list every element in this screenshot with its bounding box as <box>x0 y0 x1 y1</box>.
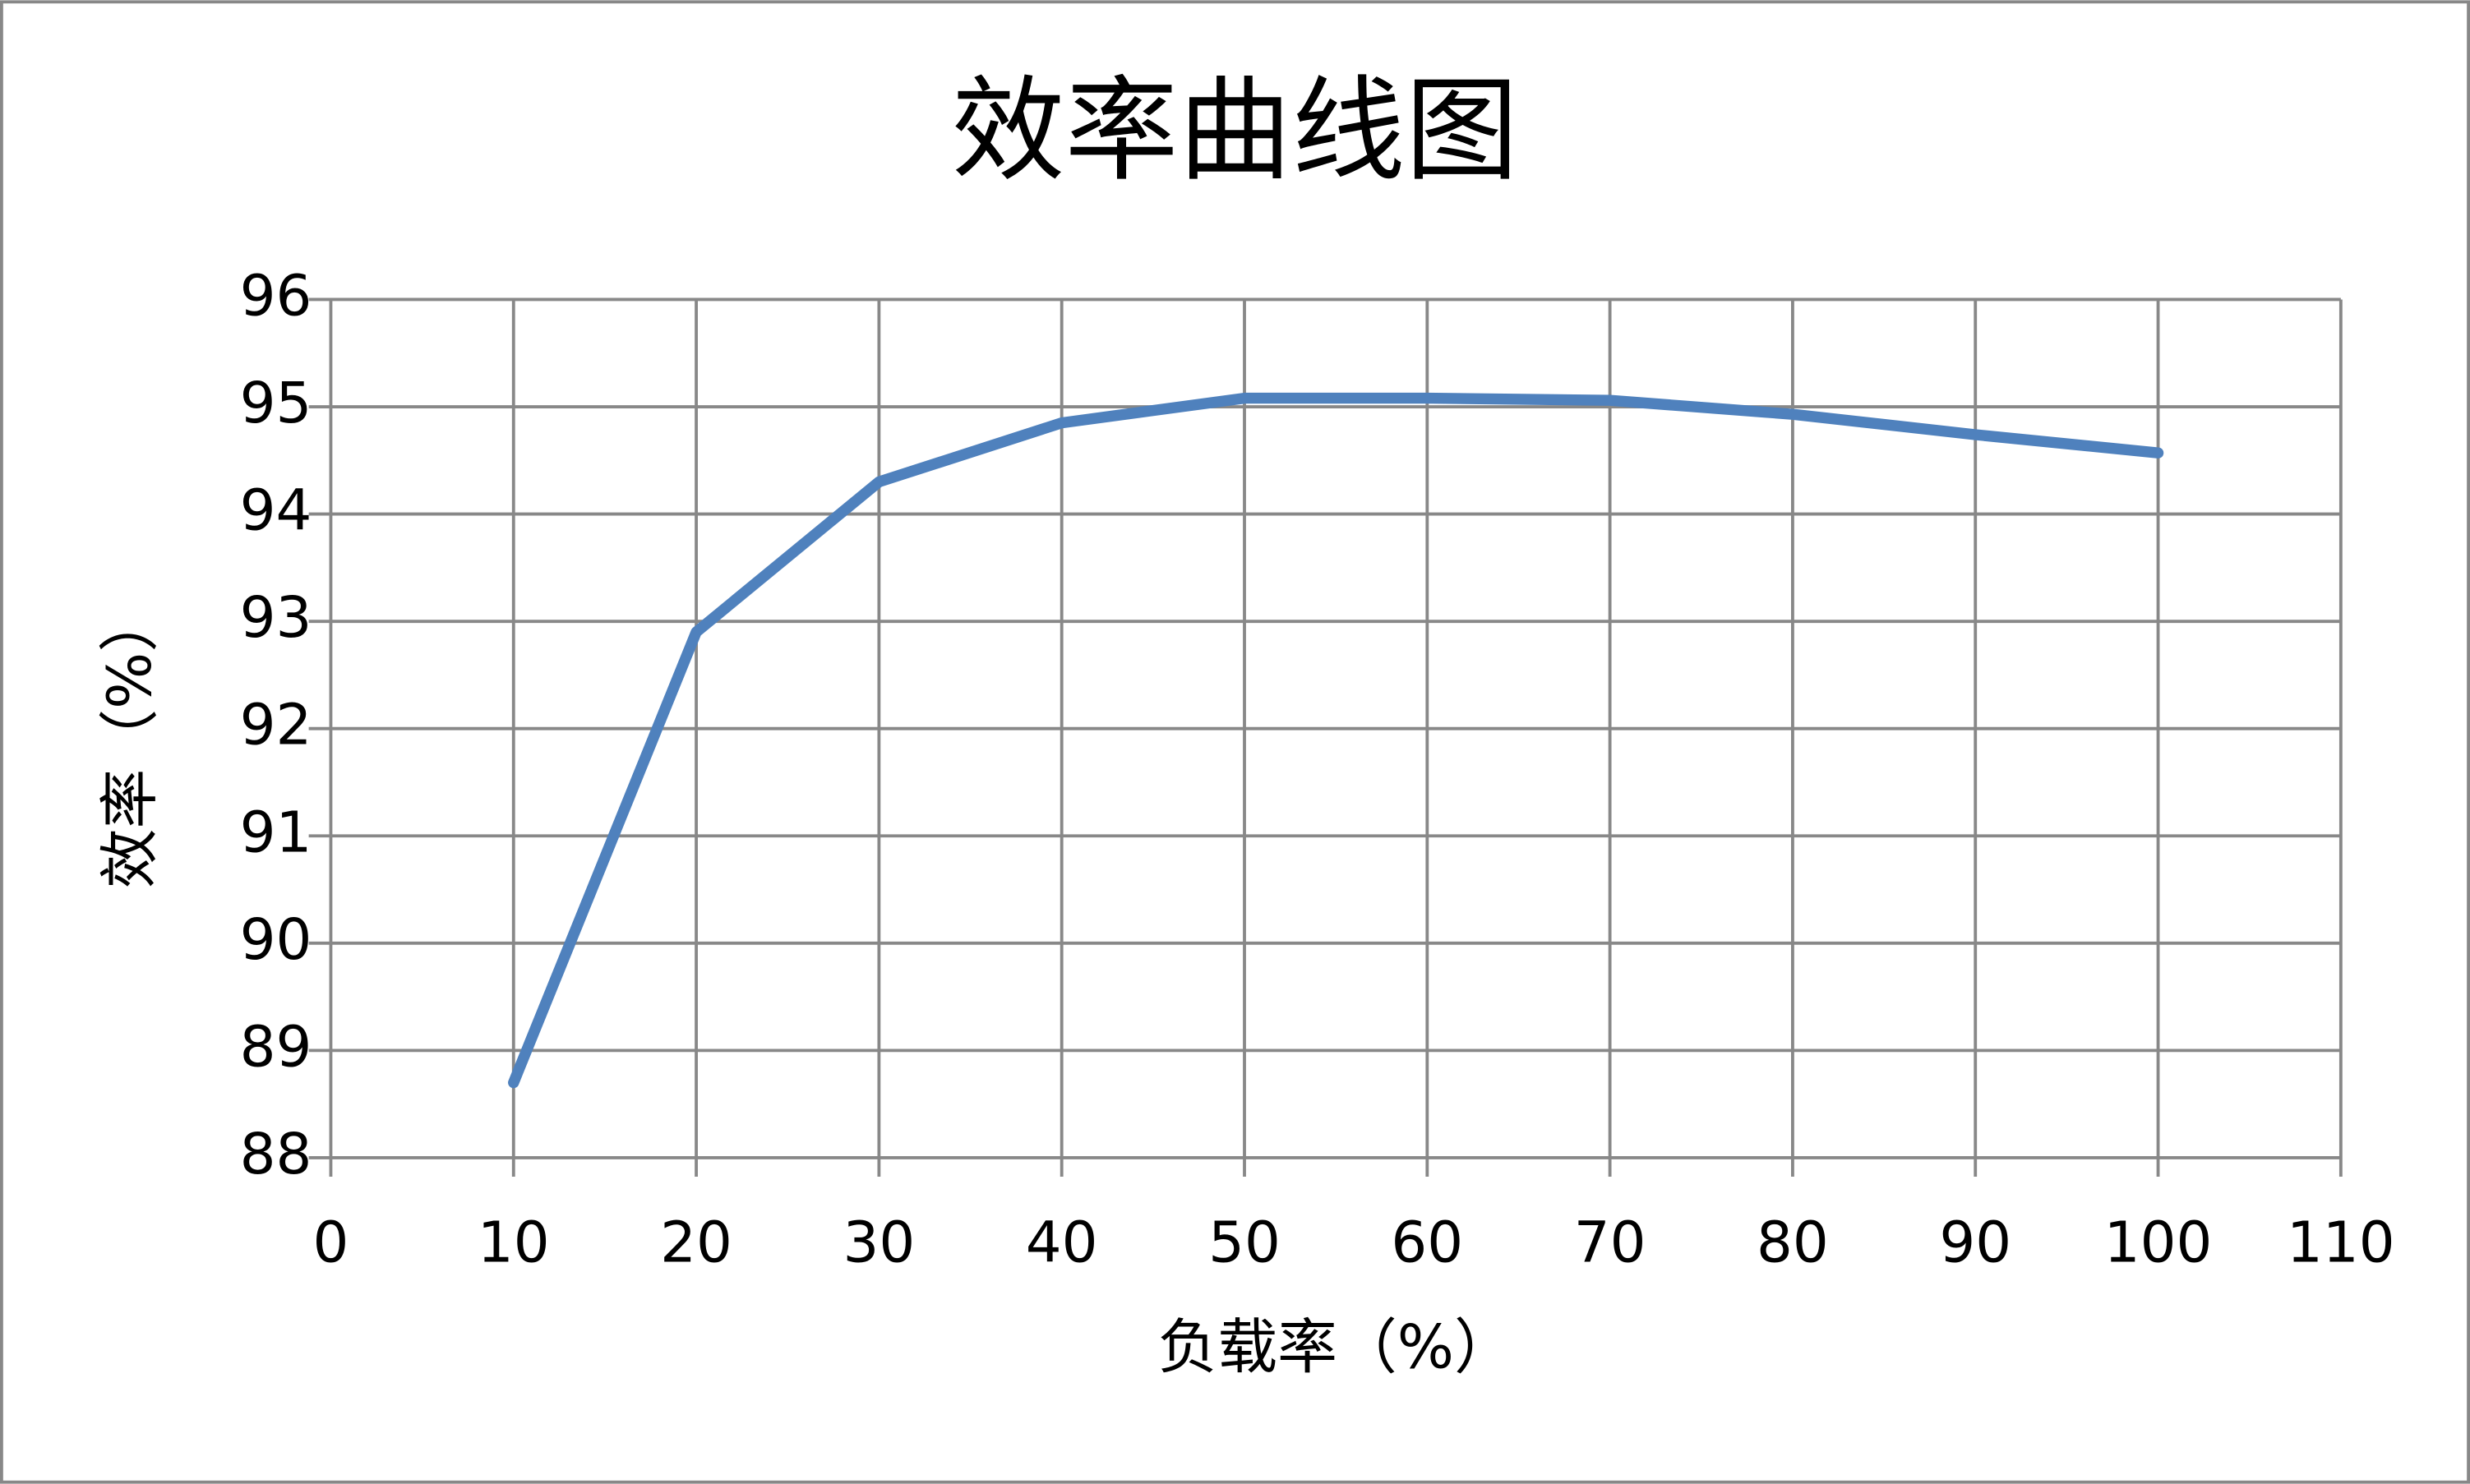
x-tick-label: 20 <box>660 1210 732 1275</box>
x-tick-label: 110 <box>2287 1210 2395 1275</box>
x-tick-label: 80 <box>1757 1210 1829 1275</box>
x-tick-label: 50 <box>1208 1210 1281 1275</box>
y-tick-label: 91 <box>240 800 312 865</box>
chart-title: 效率曲线图 <box>952 65 1519 197</box>
x-tick-label: 40 <box>1026 1210 1098 1275</box>
x-tick-label: 100 <box>2104 1210 2213 1275</box>
x-tick-label: 30 <box>843 1210 915 1275</box>
x-tick-label: 60 <box>1391 1210 1463 1275</box>
y-tick-label: 90 <box>240 907 312 973</box>
x-tick-label: 70 <box>1574 1210 1646 1275</box>
y-tick-label: 89 <box>240 1014 312 1080</box>
y-tick-label: 88 <box>240 1122 312 1187</box>
y-tick-label: 96 <box>240 264 312 330</box>
x-tick-label: 10 <box>478 1210 550 1275</box>
y-tick-label: 95 <box>240 371 312 436</box>
y-tick-label: 94 <box>240 478 312 544</box>
y-axis-label: 效率（%） <box>95 592 165 888</box>
x-axis-label: 负载率（%） <box>1158 1313 1514 1383</box>
x-tick-label: 90 <box>1939 1210 2011 1275</box>
data-line <box>508 392 2164 1089</box>
y-tick-label: 92 <box>240 693 312 758</box>
x-tick-label: 0 <box>313 1210 349 1275</box>
y-tick-label: 93 <box>240 585 312 651</box>
